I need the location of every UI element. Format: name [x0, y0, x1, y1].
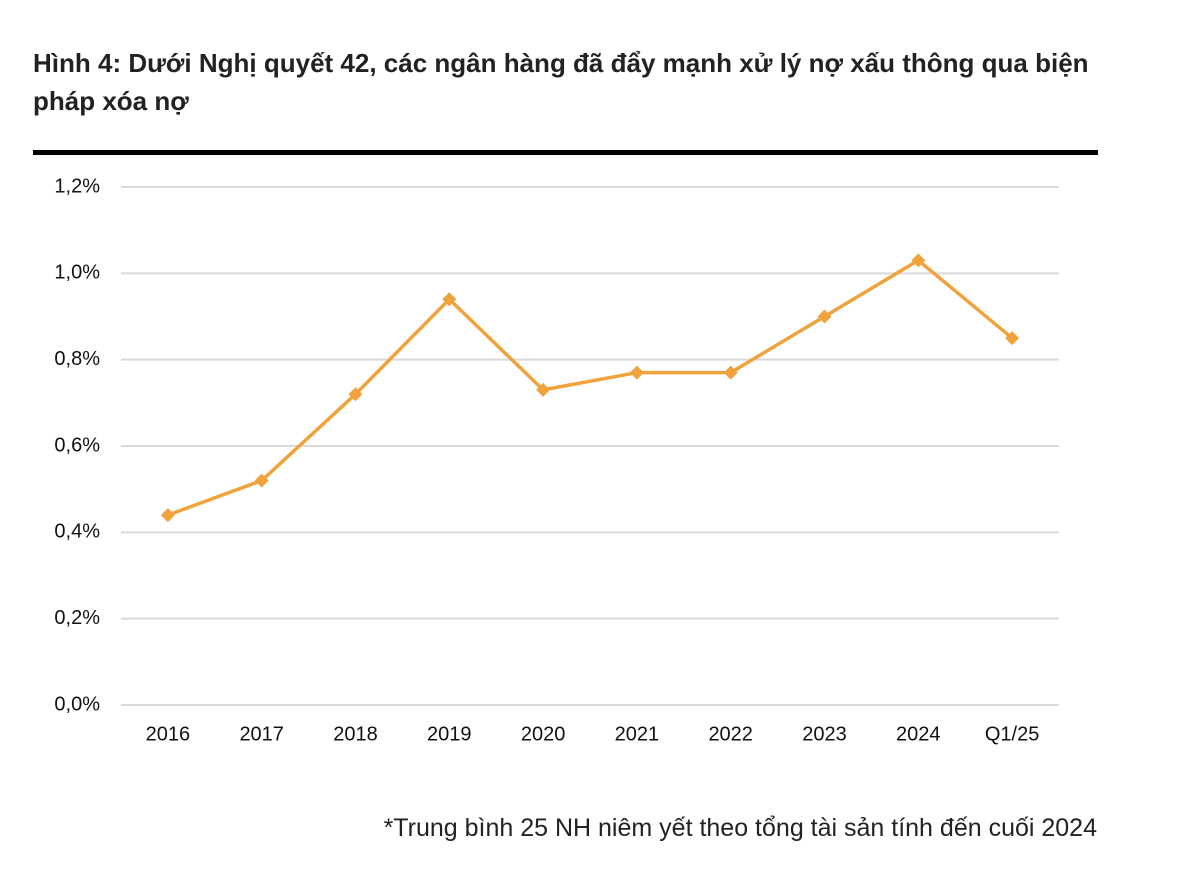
marker [629, 365, 644, 380]
marker [1005, 331, 1020, 346]
x-tick-label: Q1/25 [985, 723, 1039, 745]
marker [723, 365, 738, 380]
x-tick-label: 2024 [896, 723, 941, 745]
x-tick-label: 2018 [333, 723, 378, 745]
y-tick-label: 1,2% [54, 175, 100, 197]
x-tick-label: 2019 [427, 723, 472, 745]
chart-title: Hình 4: Dưới Nghị quyết 42, các ngân hàn… [33, 48, 1089, 116]
footnote: *Trung bình 25 NH niêm yết theo tổng tài… [383, 814, 1097, 842]
x-tick-label: 2023 [802, 723, 847, 745]
x-tick-label: 2020 [521, 723, 566, 745]
title-rule [33, 150, 1098, 155]
y-tick-label: 0,6% [54, 434, 100, 456]
x-tick-label: 2021 [615, 723, 660, 745]
marker [536, 382, 551, 397]
marker [911, 253, 926, 268]
y-tick-label: 1,0% [54, 262, 100, 284]
y-tick-label: 0,2% [54, 607, 100, 629]
y-tick-label: 0,8% [54, 348, 100, 370]
line [167, 258, 1014, 517]
marker [442, 292, 457, 307]
x-tick-label: 2016 [146, 723, 191, 745]
marker [348, 387, 363, 402]
x-tick-label: 2022 [708, 723, 753, 745]
y-tick-label: 0,0% [54, 693, 100, 715]
marker [254, 473, 269, 488]
y-tick-label: 0,4% [54, 521, 100, 543]
marker [817, 309, 832, 324]
marker [160, 508, 175, 523]
x-tick-label: 2017 [239, 723, 284, 745]
